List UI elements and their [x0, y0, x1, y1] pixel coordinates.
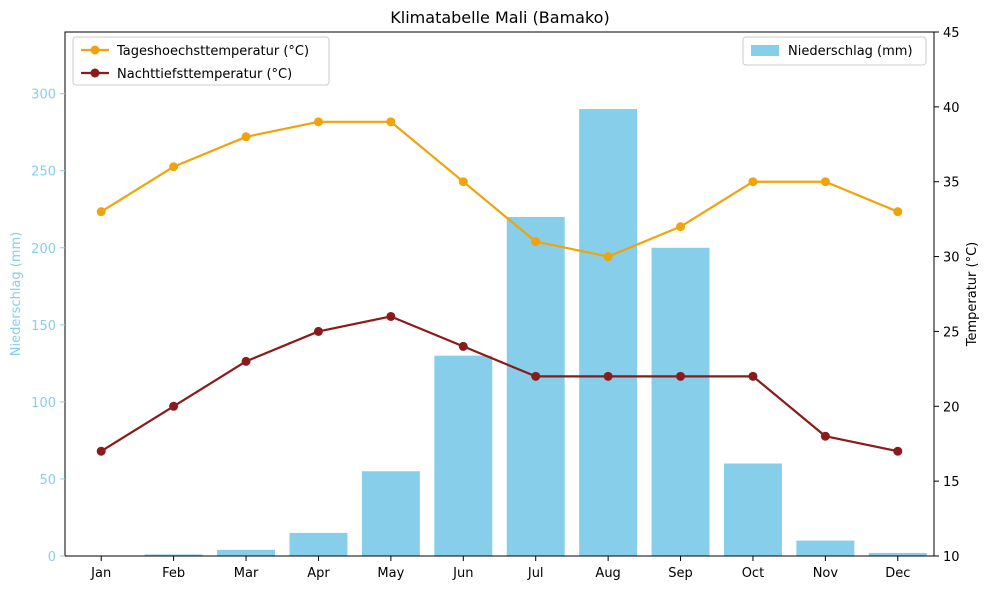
right-tick-label: 25: [943, 325, 960, 340]
point-low-sep: [676, 371, 686, 381]
point-low-oct: [748, 371, 758, 381]
left-tick-label: 200: [31, 242, 56, 257]
right-tick-label: 20: [943, 400, 960, 415]
point-high-mar: [241, 132, 251, 142]
legend-precip-swatch: [751, 45, 779, 56]
x-tick-label: Jul: [527, 566, 544, 581]
bar-apr: [289, 532, 348, 556]
left-axis-label: Niederschlag (mm): [9, 232, 24, 357]
line-high-temperature: [100, 120, 899, 258]
legend-high-label: Tageshoechsttemperatur (°C): [116, 44, 309, 59]
legend-bars: Niederschlag (mm): [742, 36, 927, 66]
legend-low-label: Nachttiefsttemperatur (°C): [117, 67, 292, 82]
point-high-dec: [893, 207, 903, 217]
bar-jun: [434, 355, 493, 556]
point-high-may: [386, 117, 396, 127]
point-high-oct: [748, 177, 758, 187]
point-low-jun: [458, 341, 468, 351]
point-low-feb: [169, 401, 179, 411]
point-high-jul: [531, 237, 541, 247]
legend-precip-label: Niederschlag (mm): [788, 44, 913, 59]
left-tick-label: 0: [48, 550, 56, 565]
x-tick-label: Apr: [307, 566, 330, 581]
legend-bars-box: [742, 36, 927, 66]
legend-high-marker: [90, 45, 100, 55]
x-tick-label: Aug: [595, 566, 620, 581]
point-low-jul: [531, 371, 541, 381]
line-low-temperature: [100, 315, 899, 453]
right-tick-label: 45: [943, 26, 960, 41]
x-tick-label: Sep: [668, 566, 693, 581]
x-tick-label: May: [377, 566, 404, 581]
point-high-feb: [169, 162, 179, 172]
point-high-nov: [820, 177, 830, 187]
bar-mar: [217, 549, 276, 556]
point-low-mar: [241, 356, 251, 366]
point-low-nov: [820, 431, 830, 441]
bars-layer: [144, 109, 927, 557]
left-tick-label: 150: [31, 319, 56, 334]
legend-lines-box: [72, 36, 330, 86]
bar-sep: [651, 247, 710, 556]
right-tick-label: 35: [943, 176, 960, 191]
x-tick-label: Jun: [452, 566, 473, 581]
point-low-jan: [96, 446, 106, 456]
bar-feb: [144, 554, 203, 556]
x-tick-label: Mar: [234, 566, 259, 581]
bar-nov: [796, 540, 855, 556]
point-high-aug: [603, 252, 613, 262]
point-low-aug: [603, 371, 613, 381]
right-tick-label: 40: [943, 101, 960, 116]
right-tick-label: 15: [943, 475, 960, 490]
point-low-apr: [313, 326, 323, 336]
left-tick-label: 50: [39, 473, 56, 488]
point-high-apr: [313, 117, 323, 127]
lines-layer: [96, 117, 903, 456]
point-high-jun: [458, 177, 468, 187]
point-high-jan: [96, 207, 106, 217]
bar-aug: [579, 109, 638, 556]
chart-title: Klimatabelle Mali (Bamako): [390, 8, 609, 27]
point-high-sep: [676, 222, 686, 232]
axes-layer: 0 50 100 150 200 250 300 10 15 20 25 30 35 40 45 Jan Feb…: [31, 26, 959, 581]
bar-may: [361, 471, 420, 556]
x-tick-label: Jan: [90, 566, 111, 581]
x-tick-label: Feb: [162, 566, 185, 581]
x-tick-label: Dec: [885, 566, 910, 581]
point-low-dec: [893, 446, 903, 456]
left-tick-label: 300: [31, 88, 56, 103]
right-tick-label: 30: [943, 251, 960, 266]
bar-jul: [506, 216, 565, 557]
left-tick-label: 250: [31, 165, 56, 180]
right-axis-label: Temperatur (°C): [965, 242, 980, 348]
bar-oct: [723, 463, 782, 556]
left-tick-label: 100: [31, 396, 56, 411]
bar-dec: [868, 552, 927, 556]
point-low-may: [386, 311, 396, 321]
legend-low-marker: [90, 68, 100, 78]
legend-lines: Tageshoechsttemperatur (°C) Nachttiefstt…: [72, 36, 330, 86]
x-tick-label: Nov: [813, 566, 839, 581]
x-tick-label: Oct: [742, 566, 764, 581]
plot-frame: [64, 31, 935, 557]
right-tick-label: 10: [943, 550, 960, 565]
